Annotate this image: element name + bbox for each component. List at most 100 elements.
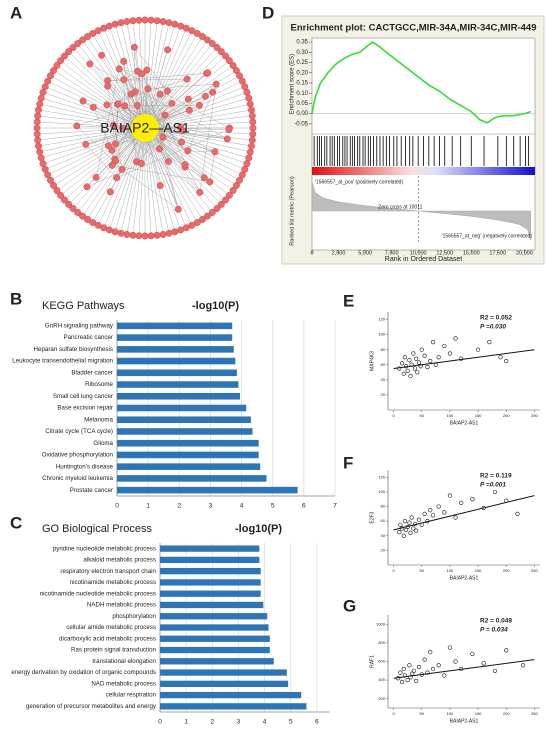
y-tick-label: 40 — [381, 377, 386, 382]
node — [106, 188, 114, 196]
edge — [60, 127, 146, 196]
node — [223, 135, 231, 143]
node — [73, 122, 81, 130]
point — [412, 366, 418, 371]
panel-label: E — [343, 291, 354, 310]
x-tick-label: 100 — [447, 413, 454, 418]
node — [209, 88, 217, 96]
category-label: Glioma — [93, 440, 113, 447]
node — [129, 231, 137, 239]
edge — [39, 103, 146, 129]
point — [401, 533, 406, 538]
node — [246, 100, 254, 108]
edge — [144, 127, 251, 153]
x-tick-label: 0 — [310, 250, 313, 256]
node — [79, 36, 86, 44]
node — [79, 212, 86, 220]
edge — [144, 28, 187, 129]
node — [108, 146, 116, 154]
edge — [199, 84, 217, 193]
node — [35, 142, 42, 150]
edge — [134, 47, 168, 92]
node — [232, 67, 240, 74]
panel-label: C — [10, 513, 22, 532]
node — [211, 148, 219, 156]
edge — [144, 127, 203, 220]
x-tick-label: 150 — [475, 413, 482, 418]
node — [225, 57, 233, 65]
fit-line — [393, 659, 535, 679]
point — [405, 677, 410, 683]
node — [34, 112, 42, 120]
y-axis-label: Ranked list metric (Pearson) — [289, 176, 295, 246]
node — [206, 178, 214, 186]
node — [156, 182, 164, 189]
edge — [103, 127, 146, 228]
fit-line — [393, 495, 535, 531]
category-label: Prostate cancer — [70, 487, 113, 494]
node — [61, 196, 68, 204]
x-tick-label: 100 — [447, 568, 454, 573]
edge — [144, 127, 152, 236]
x-tick-label: 7,500 — [385, 250, 399, 256]
node — [84, 215, 91, 223]
point — [409, 515, 414, 520]
node — [204, 36, 211, 44]
node — [200, 174, 208, 182]
x-tick-label: 2,500 — [332, 250, 346, 256]
bar — [117, 346, 234, 353]
node — [103, 101, 111, 109]
point — [401, 371, 406, 376]
edge — [76, 105, 138, 127]
node — [119, 124, 127, 132]
category-label: NAD metabolic process — [91, 680, 156, 687]
category-label: generation of precursor metabolites and … — [26, 703, 157, 710]
x-tick-label: 3 — [237, 719, 241, 726]
node — [94, 221, 102, 229]
node — [147, 16, 155, 24]
bar — [160, 613, 268, 620]
edge — [144, 127, 176, 232]
x-tick-label: 0 — [393, 413, 396, 418]
panel-label: F — [343, 453, 353, 472]
y-tick-label: 20 — [381, 392, 386, 397]
node — [165, 157, 172, 165]
point — [481, 661, 486, 666]
y-tick-label: 200 — [378, 696, 385, 701]
node — [92, 173, 100, 181]
node — [153, 231, 161, 239]
point — [408, 373, 413, 379]
annotation: R2 = 0.119 — [480, 473, 512, 480]
y-tick-label: 100 — [378, 489, 385, 494]
edge — [45, 127, 146, 170]
center-node — [131, 114, 159, 142]
bar — [117, 451, 259, 459]
node — [47, 176, 54, 184]
x-tick-label: 7 — [333, 503, 337, 510]
point — [428, 358, 433, 364]
point — [470, 497, 475, 502]
edge — [112, 165, 210, 183]
point — [428, 650, 433, 655]
x-tick-label: 15,000 — [463, 250, 480, 256]
edge — [101, 55, 146, 129]
x-tick-label: 5 — [271, 503, 275, 510]
node — [143, 66, 151, 74]
node — [37, 94, 45, 102]
bar — [117, 439, 259, 447]
node — [36, 148, 44, 156]
node — [50, 67, 58, 74]
node — [159, 231, 167, 238]
edge — [147, 88, 179, 210]
annotation: R2 = 0.049 — [480, 618, 512, 625]
category-label: nicotinamide nucleotide metabolic proces… — [40, 590, 156, 597]
point — [453, 659, 458, 664]
point — [411, 526, 416, 531]
point — [414, 356, 419, 361]
node — [69, 44, 77, 51]
node — [37, 154, 45, 162]
node — [213, 205, 221, 212]
fit-line — [393, 349, 535, 370]
node — [34, 136, 42, 144]
point — [442, 343, 447, 349]
